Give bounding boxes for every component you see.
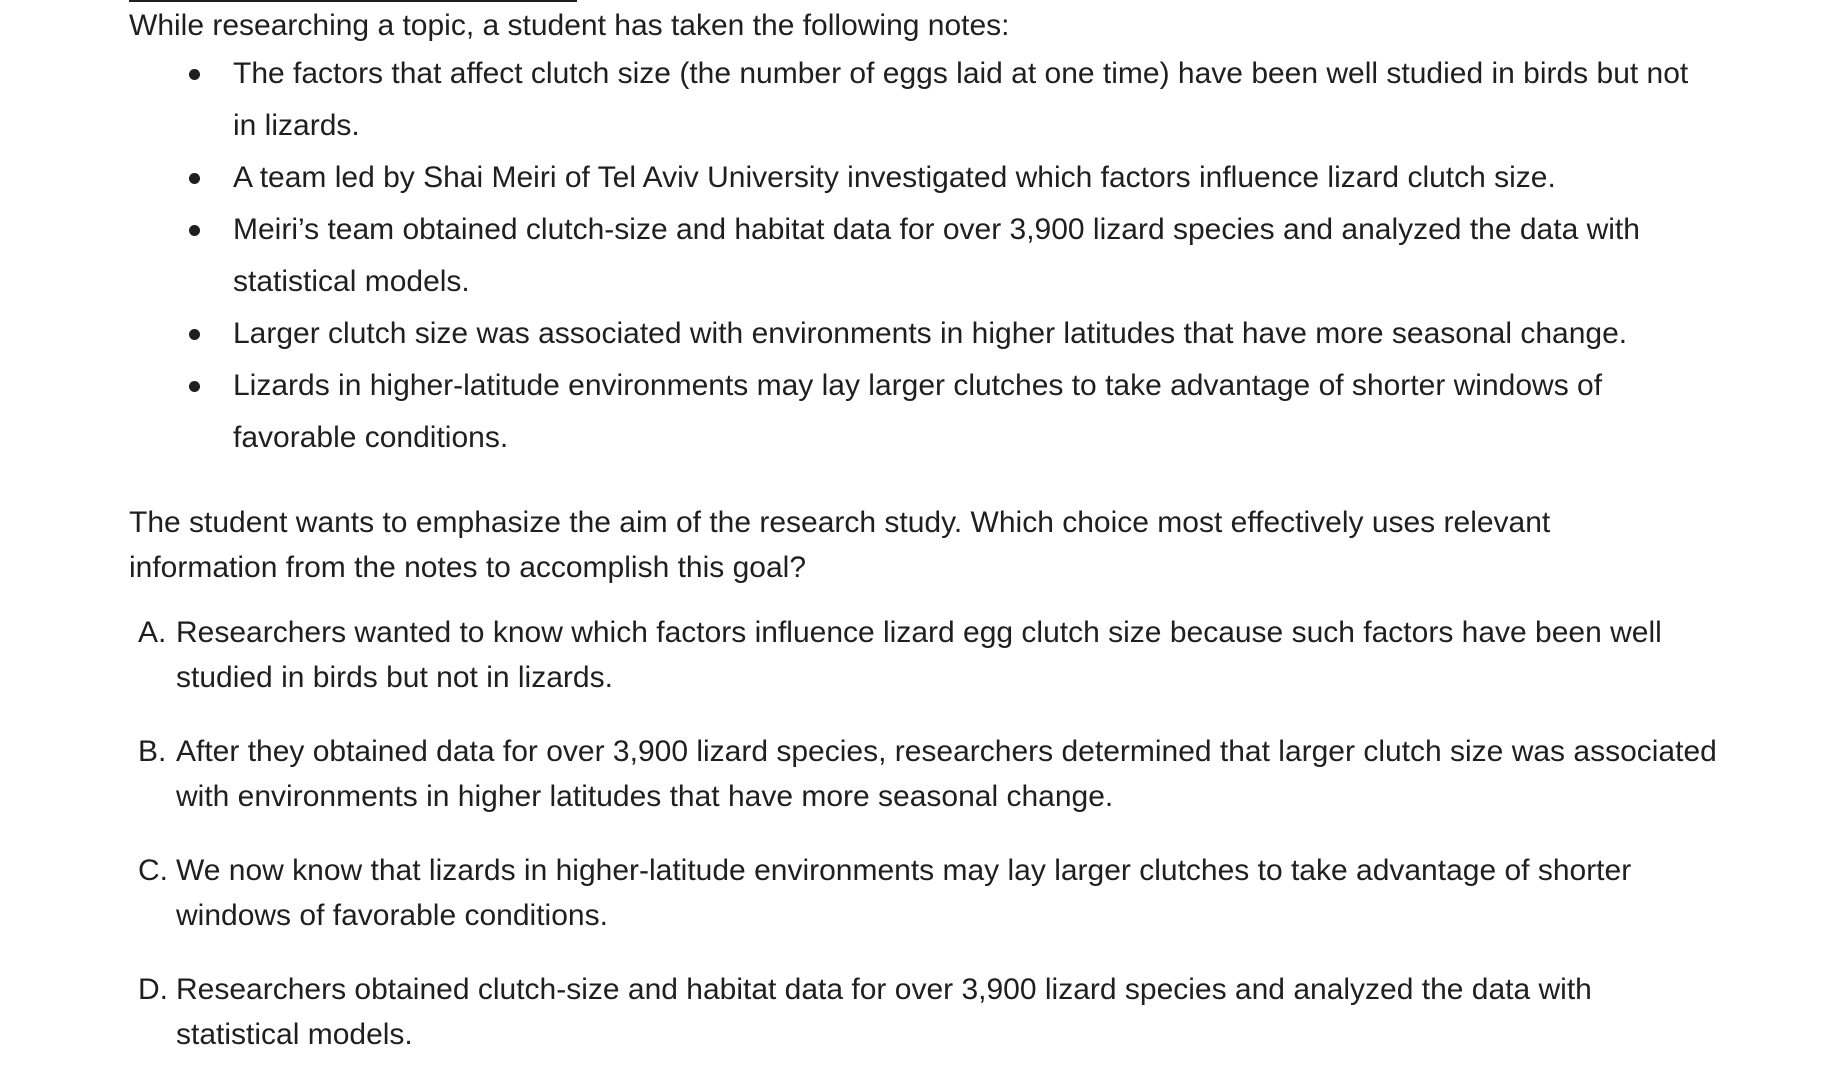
note-item: Larger clutch size was associated with e… bbox=[189, 308, 1719, 360]
choice-d[interactable]: D. Researchers obtained clutch-size and … bbox=[129, 967, 1719, 1057]
note-text: Larger clutch size was associated with e… bbox=[233, 317, 1628, 350]
note-item: Lizards in higher-latitude environments … bbox=[189, 360, 1719, 464]
choice-letter: D. bbox=[138, 973, 168, 1006]
bullet-icon bbox=[189, 381, 200, 392]
choice-b[interactable]: B. After they obtained data for over 3,9… bbox=[129, 729, 1719, 819]
notes-list: The factors that affect clutch size (the… bbox=[189, 48, 1719, 464]
choice-text: After they obtained data for over 3,900 … bbox=[176, 735, 1717, 813]
bullet-icon bbox=[189, 329, 200, 340]
bullet-icon bbox=[189, 69, 200, 80]
choice-text: We now know that lizards in higher-latit… bbox=[176, 854, 1632, 932]
choice-letter: C. bbox=[138, 854, 168, 887]
note-item: A team led by Shai Meiri of Tel Aviv Uni… bbox=[189, 152, 1719, 204]
answer-choices: A. Researchers wanted to know which fact… bbox=[129, 610, 1719, 1086]
note-text: A team led by Shai Meiri of Tel Aviv Uni… bbox=[233, 161, 1556, 194]
notes-intro: While researching a topic, a student has… bbox=[129, 9, 1010, 42]
note-text: The factors that affect clutch size (the… bbox=[233, 57, 1689, 142]
choice-letter: B. bbox=[138, 735, 167, 768]
choice-text: Researchers wanted to know which factors… bbox=[176, 616, 1662, 694]
note-item: Meiri’s team obtained clutch-size and ha… bbox=[189, 204, 1719, 308]
choice-c[interactable]: C. We now know that lizards in higher-la… bbox=[129, 848, 1719, 938]
choice-letter: A. bbox=[138, 616, 167, 649]
note-text: Meiri’s team obtained clutch-size and ha… bbox=[233, 213, 1640, 298]
note-item: The factors that affect clutch size (the… bbox=[189, 48, 1719, 152]
choice-text: Researchers obtained clutch-size and hab… bbox=[176, 973, 1592, 1051]
bullet-icon bbox=[189, 173, 200, 184]
top-divider bbox=[129, 0, 577, 2]
choice-a[interactable]: A. Researchers wanted to know which fact… bbox=[129, 610, 1719, 700]
bullet-icon bbox=[189, 225, 200, 236]
note-text: Lizards in higher-latitude environments … bbox=[233, 369, 1603, 454]
question-prompt: The student wants to emphasize the aim o… bbox=[129, 506, 1551, 584]
